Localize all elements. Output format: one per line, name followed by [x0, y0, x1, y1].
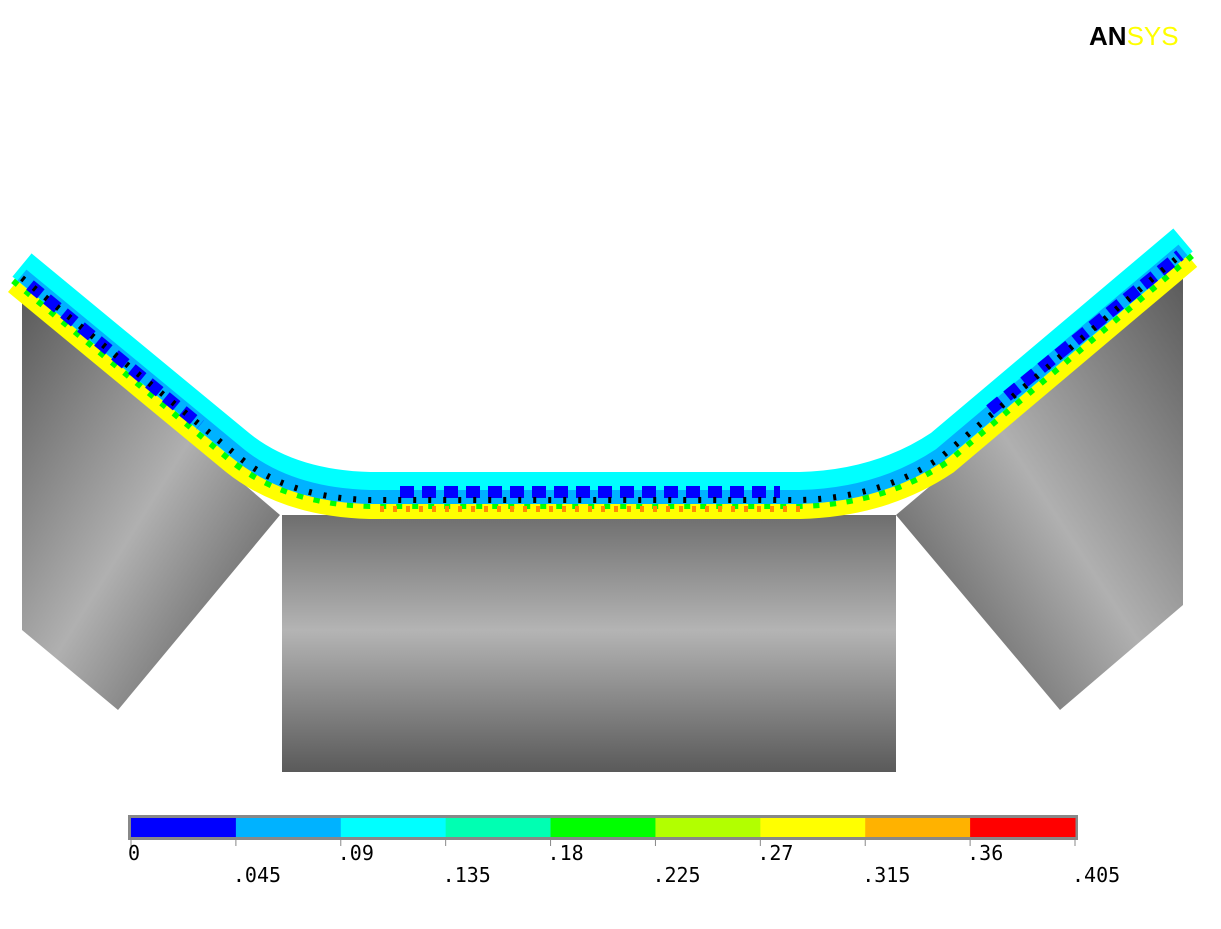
- legend-swatch: [131, 818, 237, 837]
- legend-swatch: [550, 818, 656, 837]
- legend-tick-label: 0: [128, 841, 140, 865]
- left-roller: [22, 295, 280, 710]
- center-roller: [282, 515, 896, 772]
- right-roller: [896, 272, 1183, 710]
- legend: 0 .045 .09 .135 .18 .225 .27 .315 .36 .405: [128, 818, 1120, 887]
- logo-part: AN: [1089, 21, 1127, 51]
- legend-tick-label: .315: [862, 863, 910, 887]
- legend-swatch: [865, 818, 971, 837]
- legend-swatch: [760, 818, 866, 837]
- legend-tick-label: .36: [967, 841, 1003, 865]
- logo: ANSYS: [1089, 21, 1179, 51]
- legend-swatch: [970, 818, 1076, 837]
- legend-tick-label: .405: [1072, 863, 1120, 887]
- logo-part: SYS: [1127, 21, 1179, 51]
- legend-tick-label: .27: [757, 841, 793, 865]
- legend-tick-label: .09: [338, 841, 374, 865]
- legend-swatch: [235, 818, 342, 837]
- legend-swatch: [340, 818, 447, 837]
- legend-swatch: [445, 818, 552, 837]
- legend-tick-label: .225: [652, 863, 700, 887]
- belt: [7, 228, 1198, 519]
- belt-layer: [12, 228, 1193, 502]
- legend-tick-label: .045: [233, 863, 281, 887]
- legend-tick-label: .135: [443, 863, 491, 887]
- legend-tick-label: .18: [548, 841, 584, 865]
- legend-swatch: [655, 818, 761, 837]
